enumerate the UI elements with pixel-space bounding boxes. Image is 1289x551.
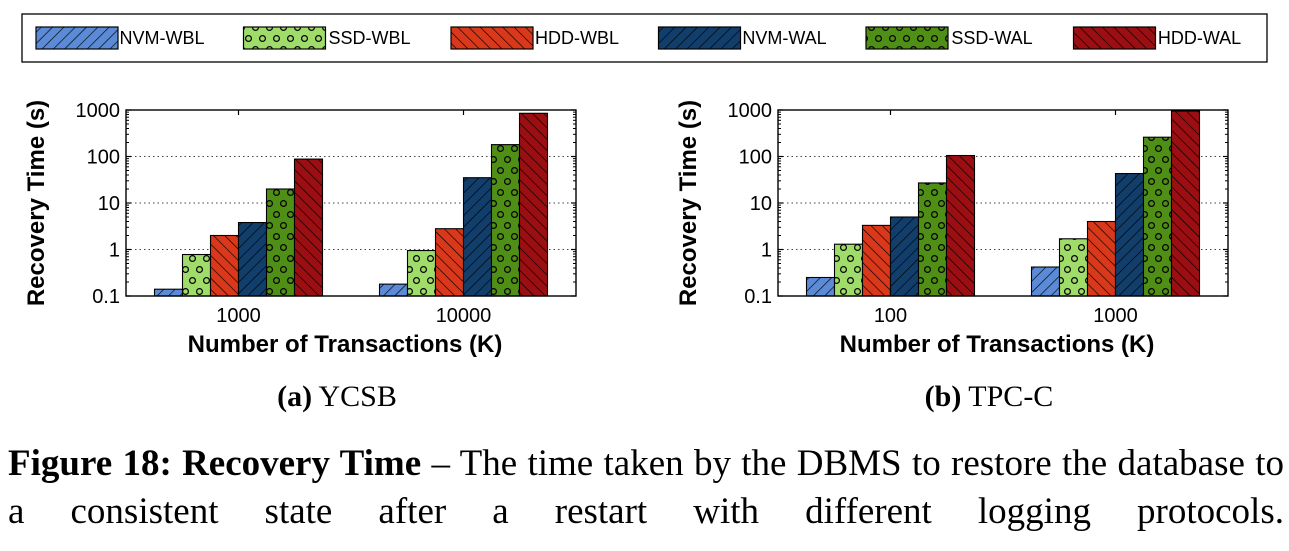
bar-nvm-wbl-10000 — [378, 283, 409, 297]
y-axis-label: Recovery Time (s) — [675, 100, 702, 306]
legend-label-nvm-wal: NVM-WAL — [742, 28, 826, 48]
bar-hdd-wal-1000 — [1170, 110, 1201, 297]
bar-ssd-wbl-1000 — [181, 253, 212, 297]
x-axis-label: Number of Transactions (K) — [188, 331, 503, 358]
subplot-tag: (b) — [925, 380, 962, 413]
bar-ssd-wal-100 — [917, 182, 948, 297]
bar-ssd-wbl-100 — [833, 243, 864, 297]
y-tick-label: 100 — [87, 147, 120, 169]
x-axis-label: Number of Transactions (K) — [840, 331, 1155, 358]
y-tick-label: 0.1 — [92, 286, 120, 308]
legend-swatch-nvm-wal — [657, 26, 742, 50]
plot-frame — [125, 109, 577, 297]
legend-swatch-hdd-wbl — [450, 26, 534, 50]
legend-label-ssd-wal: SSD-WAL — [951, 28, 1032, 48]
x-tick-label: 100 — [874, 305, 907, 327]
subplot-name: TPC-C — [961, 380, 1053, 413]
legend-label-hdd-wbl: HDD-WBL — [535, 28, 619, 48]
bar-hdd-wal-1000 — [293, 158, 324, 297]
subplot-name: YCSB — [312, 380, 397, 413]
legend-box — [21, 13, 1268, 63]
figure-canvas: NVM-WBL SSD-WBL HDD-WBL NVM-WAL SSD-WAL HDD-W… — [21, 13, 1268, 413]
legend-label-nvm-wbl: NVM-WBL — [120, 28, 205, 48]
bar-nvm-wbl-1000 — [1030, 266, 1061, 297]
chart-ycsb: 0.1 1 10 100 1000 1000 10000 Number of Transact… — [23, 100, 577, 413]
bar-ssd-wal-1000 — [1142, 136, 1173, 297]
chart-tpcc: 0.1 1 10 100 1000 100 1000 Number of Transactio… — [675, 100, 1229, 413]
bar-ssd-wal-10000 — [490, 144, 521, 297]
y-tick-label: 1 — [109, 240, 120, 262]
subplot-tag: (a) — [277, 380, 312, 413]
subplot-caption-ycsb: (a) YCSB — [277, 380, 397, 413]
bar-ssd-wbl-10000 — [406, 249, 437, 297]
x-tick-label: 1000 — [216, 305, 261, 327]
plot-frame — [777, 109, 1229, 297]
caption-text: The time taken by the DBMS to restore th… — [8, 443, 1284, 532]
bar-hdd-wbl-10000 — [434, 228, 465, 297]
bar-nvm-wbl-100 — [805, 276, 836, 297]
y-tick-label: 1000 — [76, 100, 121, 122]
bar-ssd-wal-1000 — [265, 188, 296, 297]
bar-hdd-wal-10000 — [518, 112, 549, 297]
bar-nvm-wal-1000 — [1114, 172, 1145, 297]
caption-label: Figure 18: Recovery Time — [8, 443, 422, 484]
figure-caption: Figure 18: Recovery Time – The time take… — [8, 440, 1284, 536]
legend-label-ssd-wbl: SSD-WBL — [328, 28, 410, 48]
y-axis-label: Recovery Time (s) — [23, 100, 50, 306]
caption-dash: – — [421, 443, 460, 484]
bar-ssd-wbl-1000 — [1058, 238, 1089, 297]
y-tick-label: 0.1 — [744, 286, 772, 308]
bar-hdd-wal-100 — [945, 154, 976, 297]
y-tick-label: 100 — [739, 147, 772, 169]
subplot-caption-tpcc: (b) TPC-C — [925, 380, 1054, 413]
bar-hdd-wbl-1000 — [209, 234, 240, 297]
y-tick-label: 1000 — [728, 100, 773, 122]
bar-nvm-wal-10000 — [462, 177, 493, 297]
legend-swatch-nvm-wbl — [35, 26, 119, 50]
legend-label-hdd-wal: HDD-WAL — [1158, 28, 1241, 48]
y-tick-label: 10 — [750, 193, 772, 215]
y-tick-label: 1 — [761, 240, 772, 262]
bar-nvm-wal-100 — [889, 216, 920, 297]
legend-swatch-hdd-wal — [1072, 26, 1157, 50]
legend-swatch-ssd-wbl — [242, 26, 327, 50]
bar-hdd-wbl-1000 — [1086, 220, 1117, 297]
bar-nvm-wal-1000 — [237, 221, 268, 297]
legend-swatch-ssd-wal — [865, 26, 949, 50]
bar-nvm-wbl-1000 — [153, 288, 184, 297]
x-tick-label: 1000 — [1093, 305, 1138, 327]
y-tick-label: 10 — [98, 193, 120, 215]
bar-hdd-wbl-100 — [861, 224, 892, 297]
x-tick-label: 10000 — [436, 305, 492, 327]
legend: NVM-WBL SSD-WBL HDD-WBL NVM-WAL SSD-WAL HDD-W… — [21, 13, 1268, 63]
